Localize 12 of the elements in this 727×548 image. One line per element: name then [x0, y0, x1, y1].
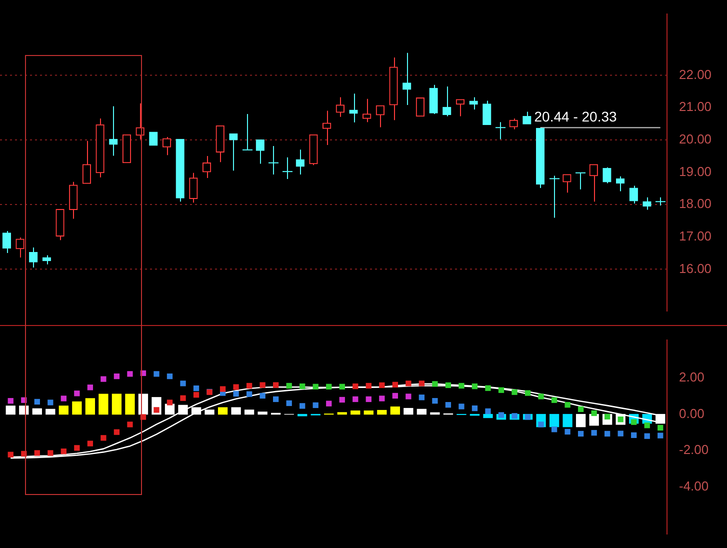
- y-tick-label: 16.00: [679, 260, 712, 276]
- y-tick-label: 19.00: [679, 164, 712, 179]
- annotation: 20.44 - 20.33: [534, 108, 617, 124]
- y-tick-label: 18.00: [679, 196, 712, 212]
- y-tick-label: 17.00: [679, 228, 712, 244]
- y-tick-label: 2.00: [679, 370, 704, 385]
- y-tick-label: 20.00: [679, 131, 712, 146]
- y-tick-label: 22.00: [679, 66, 712, 82]
- y-tick-label: 21.00: [679, 99, 712, 114]
- y-tick-label: -4.00: [679, 478, 709, 494]
- y-tick-label: -2.00: [679, 442, 709, 458]
- y-tick-label: 0.00: [679, 406, 704, 421]
